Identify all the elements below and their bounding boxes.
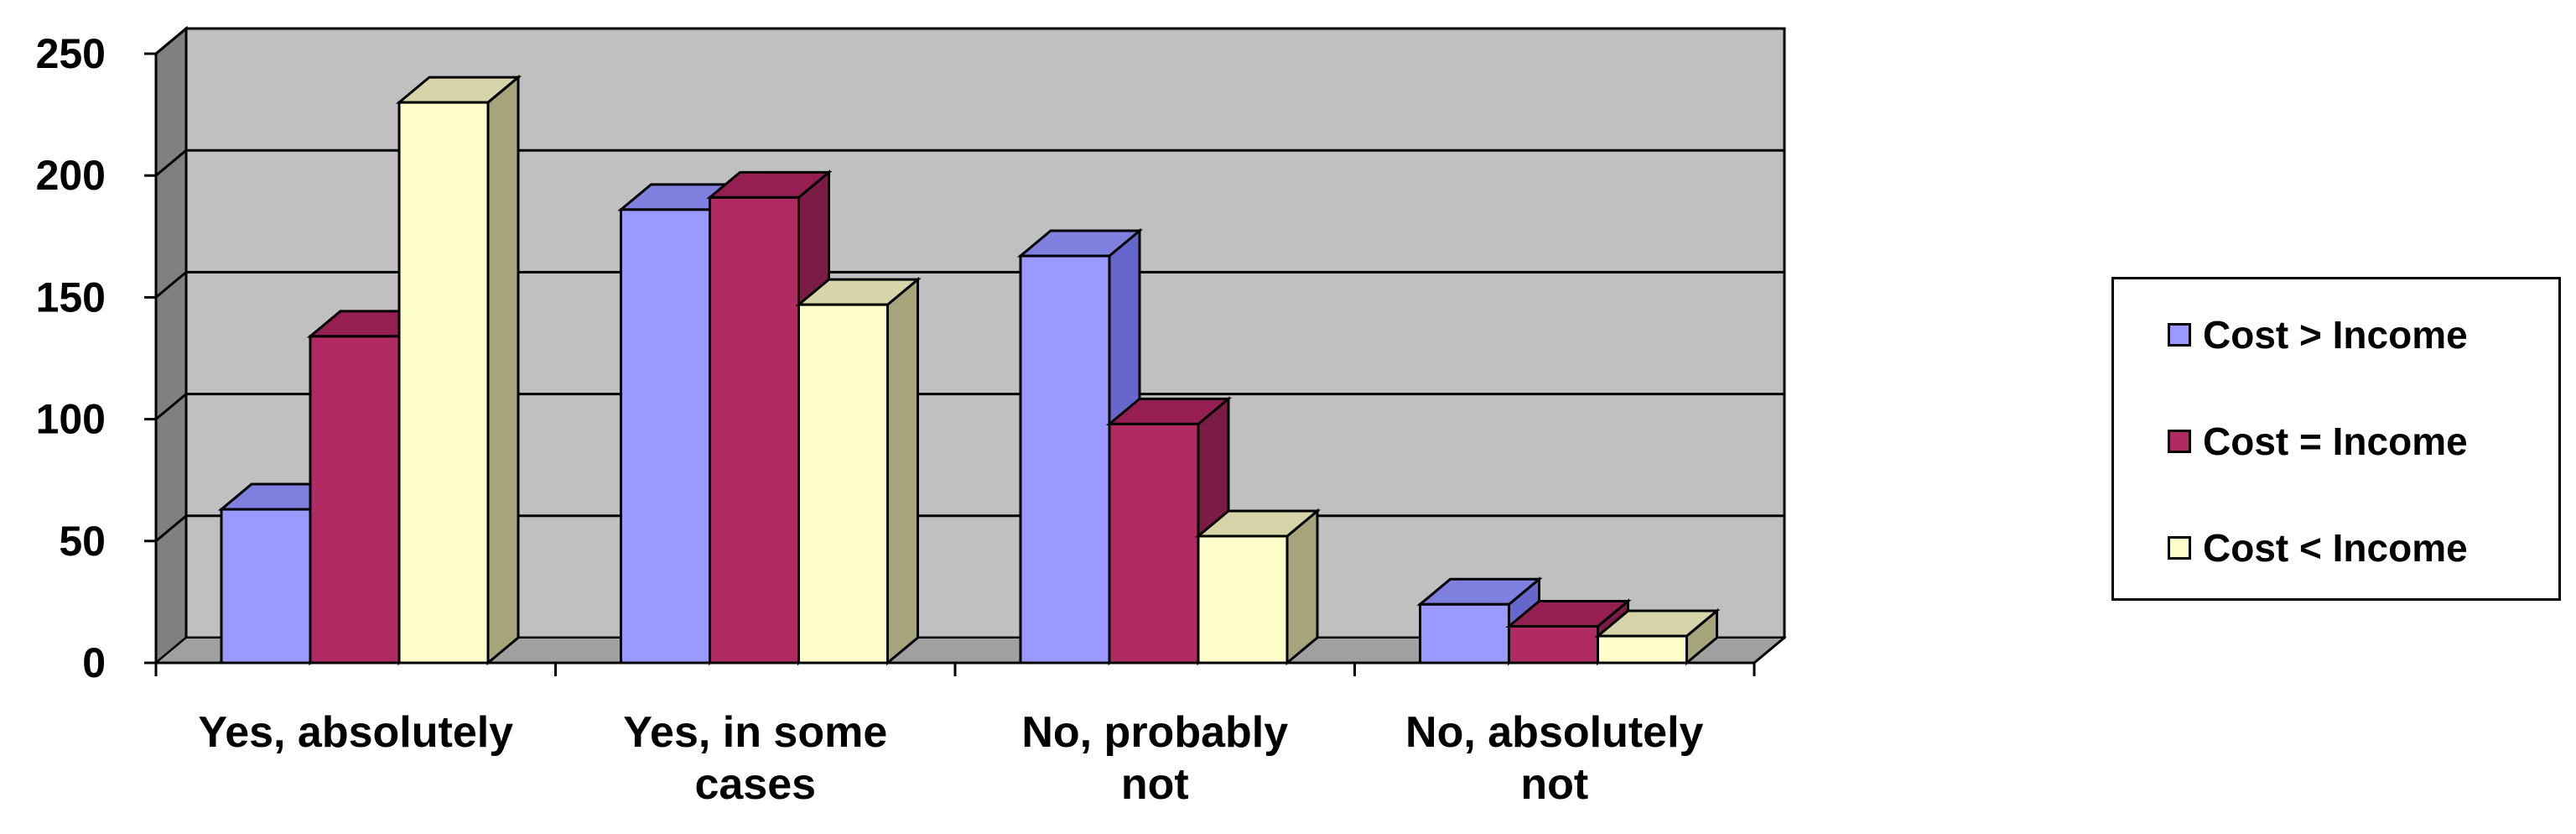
- legend-item: Cost > Income: [2168, 310, 2468, 360]
- x-tick-label-line: not: [1121, 760, 1189, 809]
- x-tick-label-line: not: [1520, 760, 1588, 809]
- x-tick-label: Yes, in some cases: [623, 708, 887, 809]
- bar: [1194, 508, 1322, 666]
- x-tick-label-line: No, probably: [1021, 708, 1288, 757]
- legend-swatch: [2168, 536, 2191, 560]
- legend: Cost > Income Cost = Income Cost < Incom…: [2111, 277, 2561, 601]
- gridline-side: [155, 514, 187, 542]
- legend-item: Cost < Income: [2168, 523, 2468, 573]
- x-tick-label-line: Yes, absolutely: [198, 708, 513, 757]
- bar-front: [1197, 534, 1289, 665]
- x-tick-label-line: Yes, in some: [623, 708, 887, 757]
- bar-front: [709, 195, 800, 665]
- y-tick-label: 200: [36, 152, 106, 199]
- y-tick-label: 0: [82, 639, 106, 686]
- x-tick-label-line: cases: [694, 760, 816, 809]
- legend-label: Cost = Income: [2203, 420, 2468, 463]
- bar: [395, 74, 522, 666]
- x-tick-label: Yes, absolutely: [198, 708, 513, 757]
- bars: [217, 74, 1721, 666]
- x-tick-labels: Yes, absolutely Yes, in some cases No, prob…: [198, 708, 1703, 809]
- y-tick-labels: 0 50 100 150 200 250: [36, 30, 106, 686]
- gridline-side: [155, 271, 187, 299]
- bar-side: [486, 74, 520, 666]
- x-tick-label: No, probably not: [1021, 708, 1288, 809]
- bar-side: [886, 276, 919, 666]
- side-wall: [154, 25, 188, 666]
- x-axis-end: [1753, 636, 1785, 665]
- legend-label: Cost < Income: [2203, 526, 2468, 570]
- bar-front: [1019, 254, 1111, 665]
- bar-front: [1108, 422, 1200, 665]
- bar-front: [1597, 634, 1688, 665]
- bar-front: [397, 101, 490, 665]
- x-tick-label: No, absolutely not: [1405, 708, 1703, 809]
- y-tick-label: 50: [59, 518, 106, 565]
- bar-front: [220, 508, 312, 665]
- x-tick-label-line: No, absolutely: [1405, 708, 1703, 757]
- y-tick-label: 150: [36, 274, 106, 321]
- gridline-side: [155, 393, 187, 420]
- legend-item: Cost = Income: [2168, 416, 2468, 467]
- y-tick-label: 250: [36, 30, 106, 77]
- bar-front: [1508, 624, 1599, 665]
- bar-front: [1419, 602, 1510, 665]
- bar-front: [309, 335, 401, 665]
- bar-front: [620, 208, 711, 665]
- y-tick-label: 100: [36, 396, 106, 443]
- legend-swatch: [2168, 430, 2191, 453]
- gridline-side: [155, 149, 187, 177]
- gridline-side: [155, 27, 187, 55]
- bar-front: [797, 303, 889, 665]
- axes: [144, 52, 1785, 676]
- legend-swatch: [2168, 323, 2191, 347]
- legend-label: Cost > Income: [2203, 313, 2468, 357]
- bar: [795, 276, 922, 666]
